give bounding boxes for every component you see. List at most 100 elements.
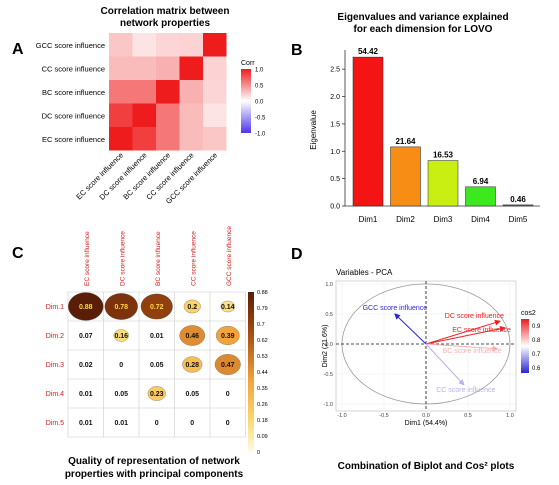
quality-grid [67,291,246,438]
panel-a-title-line2: network properties [120,18,210,29]
quality-circle [215,326,240,345]
quality-value-label: 0.88 [79,304,93,311]
eigenvalue-bar [352,56,384,207]
panel-d-ylabel: Dim2 (21.6%) [322,325,329,368]
eigenvalue-category-label: Dim1 [359,215,378,224]
eigenvalue-bar [465,186,496,207]
corr-cell [156,33,180,57]
corr-cell [203,56,227,80]
quality-column-label: EC score influence [84,231,91,286]
panel-b-title-line2: for each dimension for LOVO [354,24,493,35]
panel-a-title-line1: Correlation matrix between [101,6,230,17]
corr-row-label: GCC score influence [36,41,105,50]
quality-value-label: 0.78 [114,304,128,311]
quality-row-label: Dim.5 [46,420,64,427]
eigenvalue-bar [502,204,534,207]
corr-row-label: BC score influence [42,88,105,97]
quality-value-label: 0.39 [221,333,235,340]
quality-legend-tick: 0.79 [257,306,268,312]
corr-cell [156,127,180,151]
panel-d-pca-variables: Variables - PCA -1.0 -0.5 0.0 0.5 1.0 1.0 0.5 0… [322,268,541,472]
correlation-cells [109,33,227,151]
panel-c-quality-matrix: EC score influence DC score influence BC s… [46,226,268,480]
quality-value-label: 0 [155,420,159,427]
quality-legend-tick: 0.62 [257,338,268,344]
y-tick-label: -0.5 [324,372,333,378]
pca-arrow [425,343,465,386]
x-tick-label: -0.5 [379,413,388,419]
pca-arrows: GCC score influence DC score influence EC … [363,305,511,394]
y-tick-label: 1.0 [325,282,333,288]
quality-column-label: CC score influence [190,231,197,286]
quality-cells: 0.88 0.78 0.72 0.2 0.14 0.07 0.16 0.01 0.46 0.39 0… [68,292,241,427]
corr-cell [156,56,180,80]
correlation-legend: Corr 1.0 0.5 0.0 -0.5 -1.0 [241,60,266,138]
quality-circle [140,293,173,320]
pca-grid [336,281,516,411]
quality-legend-tick: 0.44 [257,370,268,376]
y-tick-label: 0.5 [330,176,340,183]
corr-cell [109,103,133,127]
panel-letter-b: B [291,42,303,59]
pca-arrow [394,313,427,345]
eigenvalue-bar-label: 0.46 [510,195,526,204]
panel-d-caption: Combination of Biplot and Cos² plots [338,461,515,472]
y-tick-label: 0.0 [330,204,340,211]
quality-value-label: 0.14 [221,304,235,311]
cos2-legend-tick: 0.6 [532,366,541,372]
quality-circle [104,293,138,320]
quality-value-label: 0.46 [185,333,199,340]
quality-value-label: 0.16 [114,333,128,340]
corr-cell [132,56,156,80]
quality-value-label: 0.28 [185,362,199,369]
corr-legend-tick: 0.0 [255,100,264,106]
quality-value-label: 0.05 [114,391,128,398]
quality-value-label: 0 [119,362,123,369]
quality-value-label: 0.01 [79,420,93,427]
corr-cell [179,33,203,57]
pca-axis-ticks: -1.0 -0.5 0.0 0.5 1.0 1.0 0.5 0.0 -0.5 -1.0 [324,282,514,419]
corr-cell [156,80,180,104]
cos2-legend-tick: 0.7 [532,352,541,358]
quality-legend-tick: 0.09 [257,434,268,440]
eigenvalue-bars: 54.42 Dim1 21.64 Dim2 16.53 Dim3 6.94 Dim4 0.46 D… [352,47,534,224]
quality-value-label: 0.01 [114,420,128,427]
quality-legend-tick: 0 [257,450,260,456]
corr-legend-title: Corr [241,60,255,67]
eigenvalue-category-label: Dim3 [434,215,453,224]
pca-arrow-label: GCC score influence [363,305,428,312]
quality-value-label: 0 [226,420,230,427]
y-tick-label: 2.5 [330,67,340,74]
eigenvalue-bar-label: 6.94 [473,177,489,186]
quality-column-label: BC score influence [155,231,162,286]
corr-legend-tick: -0.5 [255,116,266,122]
quality-row-label: Dim.3 [46,362,64,369]
quality-value-label: 0.05 [150,362,164,369]
corr-cell [203,80,227,104]
corr-legend-tick: 0.5 [255,84,264,90]
quality-circle [182,356,203,373]
quality-value-label: 0 [190,420,194,427]
x-tick-label: 1.0 [506,413,514,419]
panel-letter-c: C [12,245,24,262]
quality-circle [183,299,201,314]
quality-column-labels: EC score influence DC score influence BC s… [84,226,233,286]
corr-legend-ticks: 1.0 0.5 0.0 -0.5 -1.0 [255,68,266,138]
corr-cell [203,33,227,57]
eigenvalue-category-label: Dim4 [471,215,490,224]
corr-cell [109,80,133,104]
eigenvalue-category-label: Dim5 [509,215,528,224]
corr-cell [109,127,133,151]
corr-cell [203,103,227,127]
corr-row-label: DC score influence [42,111,105,120]
quality-value-label: 0.01 [150,333,164,340]
quality-legend-tick: 0.18 [257,418,268,424]
corr-cell [132,103,156,127]
pca-arrow-label: EC score influence [452,327,511,334]
cos2-legend-tick: 0.9 [532,324,541,330]
pca-arrow [425,343,499,352]
quality-circle [147,386,166,401]
pca-arrow [425,319,501,345]
